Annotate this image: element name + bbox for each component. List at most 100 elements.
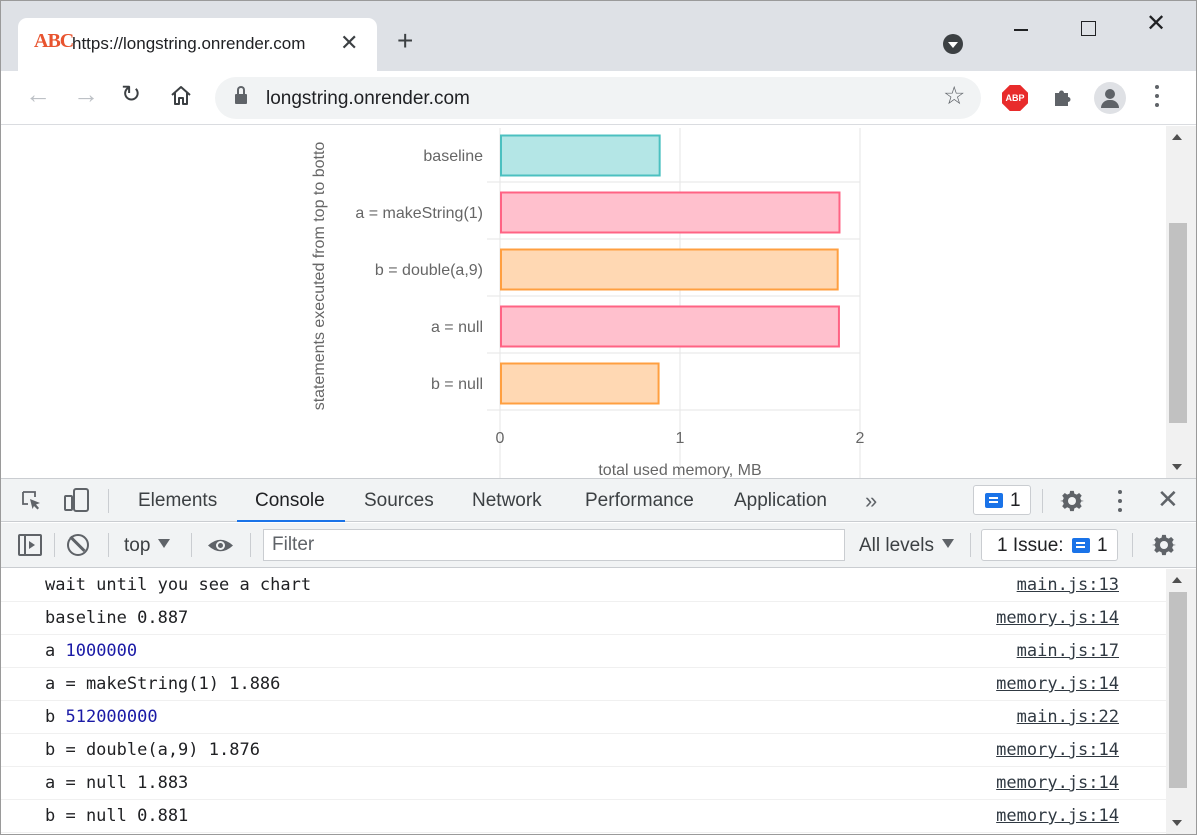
divider [1132, 533, 1133, 557]
lock-icon[interactable] [235, 86, 247, 105]
window-close-icon[interactable]: ✕ [1146, 10, 1167, 37]
log-source-link[interactable]: memory.js:14 [996, 674, 1119, 694]
tab-elements[interactable]: Elements [138, 490, 218, 511]
tab-network[interactable]: Network [472, 490, 542, 511]
inspect-element-icon[interactable] [21, 490, 41, 510]
category-label: b = null [431, 376, 483, 393]
messages-badge[interactable]: 1 [973, 485, 1031, 515]
new-tab-plus-icon[interactable]: + [397, 25, 414, 56]
log-entry: baseline 0.887 memory.js:14 [1, 602, 1166, 635]
log-entry: b = null 0.881 memory.js:14 [1, 800, 1166, 833]
address-url[interactable]: longstring.onrender.com [266, 88, 470, 109]
title-bar: ABC https://longstring.onrender.com ✕ + … [1, 1, 1196, 71]
console-filter-input[interactable] [263, 529, 845, 561]
maximize-icon[interactable] [1081, 21, 1096, 36]
context-label: top [124, 535, 151, 556]
log-message: b 512000000 [45, 707, 158, 727]
category-label: a = makeString(1) [355, 205, 483, 222]
log-source-link[interactable]: main.js:17 [1016, 641, 1119, 661]
divider [108, 489, 109, 513]
x-tick-label: 0 [496, 430, 505, 447]
tab-close-icon[interactable]: ✕ [340, 30, 359, 55]
adblock-plus-icon[interactable]: ABP [1002, 85, 1028, 111]
log-entry: a = null 1.883 memory.js:14 [1, 767, 1166, 800]
log-source-link[interactable]: memory.js:14 [996, 608, 1119, 628]
log-entry: a = makeString(1) 1.886 memory.js:14 [1, 668, 1166, 701]
browser-toolbar: ← → ↻ longstring.onrender.com ☆ ABP [1, 71, 1196, 125]
dropdown-caret-icon [941, 539, 954, 548]
issues-count: 1 [1097, 535, 1108, 556]
bar [500, 191, 841, 234]
bar [500, 362, 660, 405]
tab-search-icon[interactable] [943, 34, 963, 54]
browser-tab[interactable]: ABC https://longstring.onrender.com ✕ [18, 18, 377, 71]
tab-console[interactable]: Console [255, 490, 325, 511]
active-tab-indicator [237, 520, 345, 522]
x-axis-label: total used memory, MB [598, 462, 761, 478]
log-source-link[interactable]: memory.js:14 [996, 806, 1119, 826]
scroll-up-icon[interactable] [1172, 577, 1182, 583]
back-arrow-icon[interactable]: ← [25, 79, 51, 109]
devtools-tab-bar: Elements Console Sources Network Perform… [1, 478, 1196, 522]
minimize-icon[interactable] [1014, 29, 1028, 31]
log-source-link[interactable]: memory.js:14 [996, 740, 1119, 760]
log-source-link[interactable]: main.js:22 [1016, 707, 1119, 727]
reload-icon[interactable]: ↻ [121, 81, 142, 108]
tab-sources[interactable]: Sources [364, 490, 434, 511]
extensions-puzzle-icon[interactable] [1051, 85, 1075, 109]
console-sidebar-icon[interactable] [18, 534, 42, 556]
log-levels-label: All levels [859, 535, 934, 556]
log-levels-dropdown[interactable]: All levels [859, 535, 954, 557]
log-source-link[interactable]: main.js:13 [1016, 575, 1119, 595]
profile-avatar-icon[interactable] [1094, 82, 1126, 114]
scroll-down-icon[interactable] [1172, 820, 1182, 826]
console-toolbar: top All levels 1 Issue: 1 [1, 523, 1196, 568]
page-scroll-thumb[interactable] [1169, 223, 1187, 423]
category-label: a = null [431, 319, 483, 336]
category-label: b = double(a,9) [375, 262, 483, 279]
page-content: baseline a = makeString(1) b = double(a,9)… [1, 126, 1166, 478]
log-source-link[interactable]: memory.js:14 [996, 773, 1119, 793]
log-entry: wait until you see a chart main.js:13 [1, 569, 1166, 602]
divider [108, 533, 109, 557]
log-message: a = null 1.883 [45, 773, 189, 793]
bar [500, 248, 839, 291]
address-bar[interactable]: longstring.onrender.com ☆ [215, 77, 981, 119]
divider [970, 533, 971, 557]
more-tabs-chevron-icon[interactable]: » [865, 488, 878, 513]
clear-console-icon[interactable] [67, 534, 89, 556]
tab-title: https://longstring.onrender.com [72, 34, 306, 53]
scroll-down-icon[interactable] [1172, 464, 1182, 470]
console-scroll-thumb[interactable] [1169, 592, 1187, 788]
console-scrollbar[interactable] [1166, 569, 1196, 834]
devtools-settings-gear-icon[interactable] [1060, 489, 1084, 513]
close-devtools-icon[interactable]: ✕ [1157, 484, 1179, 514]
message-count: 1 [1010, 490, 1021, 511]
log-message: wait until you see a chart [45, 575, 312, 595]
console-settings-gear-icon[interactable] [1152, 533, 1176, 557]
bar [500, 134, 661, 177]
tab-application[interactable]: Application [734, 490, 827, 511]
log-message: b = double(a,9) 1.876 [45, 740, 260, 760]
log-message: baseline 0.887 [45, 608, 189, 628]
page-scrollbar[interactable] [1166, 126, 1196, 478]
issues-button[interactable]: 1 Issue: 1 [981, 529, 1118, 561]
context-selector[interactable]: top [124, 535, 171, 557]
divider [54, 533, 55, 557]
dropdown-caret-icon [158, 539, 171, 548]
device-toolbar-icon[interactable] [64, 488, 90, 512]
live-expression-eye-icon[interactable] [207, 537, 234, 554]
x-tick-label: 2 [856, 430, 865, 447]
browser-menu-icon[interactable] [1151, 85, 1163, 111]
bookmark-star-icon[interactable]: ☆ [943, 82, 966, 110]
tab-performance[interactable]: Performance [585, 490, 694, 511]
scroll-up-icon[interactable] [1172, 134, 1182, 140]
y-axis-label: statements executed from top to botto [311, 142, 328, 411]
log-entry: b = double(a,9) 1.876 memory.js:14 [1, 734, 1166, 767]
favicon-icon: ABC [34, 30, 74, 52]
home-icon[interactable] [169, 84, 193, 108]
forward-arrow-icon[interactable]: → [73, 79, 99, 109]
bar [500, 305, 840, 348]
devtools-menu-icon[interactable] [1117, 490, 1123, 514]
category-label: baseline [423, 148, 483, 165]
